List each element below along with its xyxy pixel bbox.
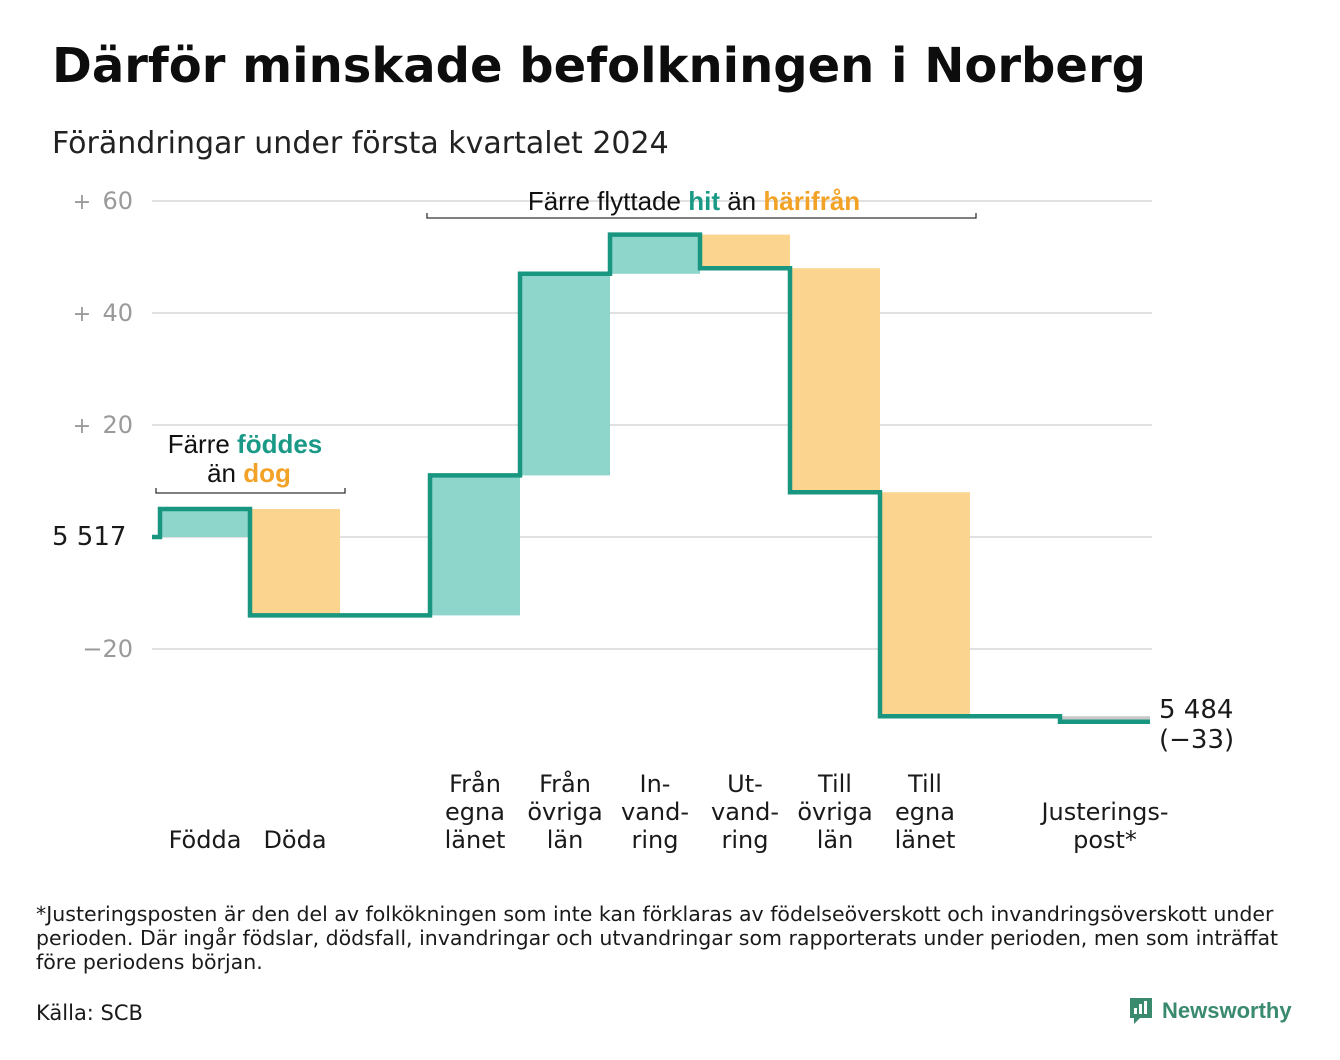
- bars: [160, 234, 1150, 722]
- brand-name: Newsworthy: [1162, 998, 1292, 1023]
- category-label: Från: [449, 769, 501, 798]
- annotation-births-line2: än dog: [207, 458, 291, 488]
- running-total-path: [152, 232, 1150, 725]
- category-label: län: [817, 826, 854, 854]
- start-value-label: 5 517: [52, 522, 126, 552]
- annotation-bracket-births: [155, 488, 346, 494]
- waterfall-bar: [250, 509, 340, 616]
- end-change-label: (−33): [1159, 725, 1234, 755]
- annotation-bracket-migration: [426, 213, 977, 219]
- waterfall-bar: [430, 475, 520, 616]
- footnote: *Justeringsposten är den del av folkökni…: [36, 902, 1279, 974]
- y-tick-sign: +: [73, 302, 91, 327]
- category-label: In-: [640, 770, 671, 798]
- category-label: vand-: [711, 798, 779, 826]
- chart-title: Därför minskade befolkningen i Norberg: [52, 38, 1146, 94]
- annotation-text: än: [720, 186, 763, 216]
- y-tick-label: 20: [102, 411, 133, 439]
- waterfall-bar: [610, 234, 700, 274]
- category-label: egna: [895, 798, 955, 826]
- annotation-text: Färre: [168, 429, 237, 459]
- newsworthy-logo-icon: [1130, 998, 1152, 1024]
- annotation-text: hit: [688, 186, 720, 216]
- annotation-text: härifrån: [763, 186, 860, 216]
- category-label: länet: [445, 826, 506, 854]
- waterfall-bar: [790, 268, 880, 493]
- y-tick-sign: +: [73, 414, 91, 439]
- category-label: ring: [722, 826, 769, 854]
- category-label: län: [547, 826, 584, 854]
- category-label: övriga: [797, 798, 872, 826]
- category-label: vand-: [621, 798, 689, 826]
- waterfall-bar: [1060, 716, 1150, 722]
- end-value-label: 5 484: [1159, 695, 1233, 725]
- category-label: Födda: [169, 826, 242, 854]
- waterfall-bar: [700, 234, 790, 269]
- category-label: Till: [907, 770, 942, 798]
- annotation-text: än: [207, 458, 243, 488]
- waterfall-bar: [520, 273, 610, 476]
- annotation-text: dog: [243, 458, 291, 488]
- category-label: Från: [539, 769, 591, 798]
- y-tick-label: 60: [102, 187, 133, 215]
- running-total-line: [152, 232, 1150, 725]
- category-label: länet: [895, 826, 956, 854]
- category-label: Döda: [263, 826, 326, 854]
- y-tick-label: 40: [102, 299, 133, 327]
- waterfall-bar: [880, 492, 970, 717]
- annotation-births-line1: Färre föddes: [168, 429, 323, 459]
- y-tick-label: −20: [82, 635, 133, 663]
- source-note: Källa: SCB: [36, 1001, 143, 1025]
- annotation-migration: Färre flyttade hit än härifrån: [528, 186, 860, 216]
- brand[interactable]: Newsworthy: [1128, 996, 1292, 1026]
- category-label: övriga: [527, 798, 602, 826]
- waterfall-bar: [160, 509, 250, 537]
- category-label: Till: [817, 770, 852, 798]
- annotation-text: föddes: [237, 429, 322, 459]
- category-label: Ut-: [727, 770, 763, 798]
- category-label: post*: [1073, 826, 1137, 854]
- y-tick-sign: +: [73, 190, 91, 215]
- category-label: egna: [445, 798, 505, 826]
- chart-subtitle: Förändringar under första kvartalet 2024: [52, 126, 669, 161]
- category-label: ring: [632, 826, 679, 854]
- category-label: Justerings-: [1039, 798, 1168, 826]
- annotation-text: Färre flyttade: [528, 186, 688, 216]
